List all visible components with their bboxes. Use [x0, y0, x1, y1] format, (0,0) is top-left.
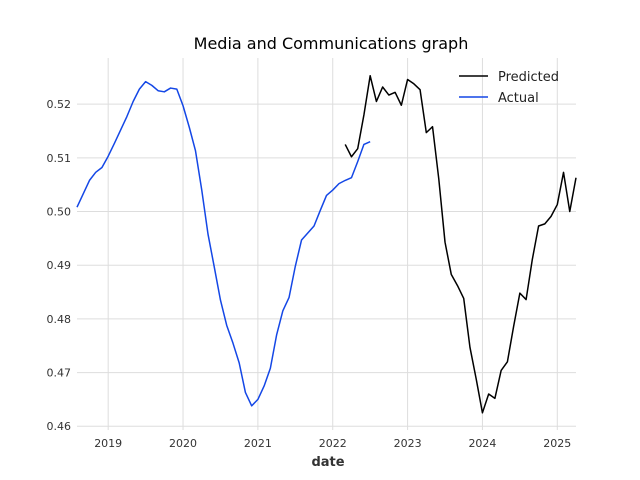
y-tick-label: 0.50: [47, 206, 72, 219]
chart-title: Media and Communications graph: [194, 34, 469, 53]
x-tick-label: 2022: [319, 437, 347, 450]
x-gridlines: [107, 58, 558, 430]
x-tick-label: 2023: [394, 437, 422, 450]
y-tick-label: 0.52: [47, 98, 72, 111]
y-tick-label: 0.48: [47, 313, 72, 326]
legend-label-actual: Actual: [498, 91, 539, 106]
x-tick-label: 2019: [94, 437, 122, 450]
y-tick-label: 0.49: [47, 259, 72, 272]
y-tick-label: 0.51: [47, 152, 72, 165]
x-tick-label: 2024: [468, 437, 496, 450]
y-tick-label: 0.47: [47, 367, 72, 380]
series-layer: [76, 74, 577, 414]
x-tick-label: 2021: [244, 437, 272, 450]
legend-label-predicted: Predicted: [498, 70, 559, 85]
x-tick-label: 2020: [169, 437, 197, 450]
legend: Predicted Actual: [459, 70, 559, 106]
y-tick-label: 0.46: [47, 420, 72, 433]
x-axis-ticks: 2019 2020 2021 2022 2023 2024 2025: [94, 437, 571, 450]
y-gridlines: [77, 103, 576, 427]
y-axis-ticks: 0.46 0.47 0.48 0.49 0.50 0.51 0.52: [47, 98, 72, 433]
x-tick-label: 2025: [543, 437, 571, 450]
x-axis-label: date: [311, 455, 344, 470]
series-line-actual: [76, 80, 371, 407]
series-line-predicted: [344, 74, 577, 414]
